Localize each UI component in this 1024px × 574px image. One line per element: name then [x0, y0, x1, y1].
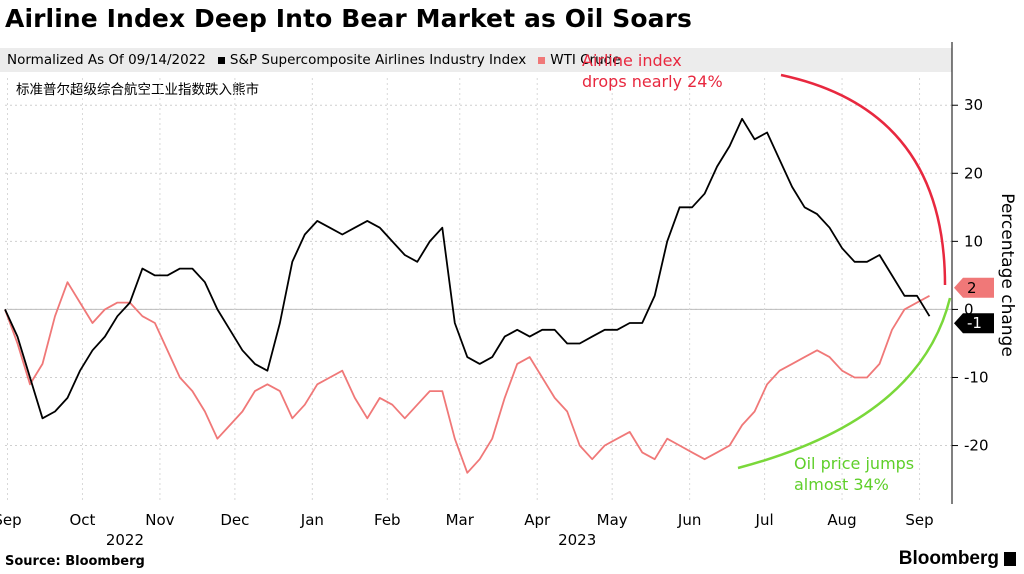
series-line-wti	[4, 281, 930, 474]
chart-title: Airline Index Deep Into Bear Market as O…	[5, 4, 692, 33]
x-tick-label: Aug	[827, 511, 856, 529]
annotation-airlines-text: drops nearly 24%	[582, 72, 723, 91]
y-tick-label: 0	[964, 300, 974, 318]
series-lines	[4, 117, 931, 474]
end-value-labels: 2 -1	[954, 277, 994, 334]
legend-normalization-note: Normalized As Of 09/14/2022	[7, 52, 206, 68]
x-tick-label: Dec	[220, 511, 249, 529]
y-tick-label: 20	[964, 164, 983, 182]
x-tick-label: Nov	[145, 511, 174, 529]
bloomberg-logo: Bloomberg	[899, 548, 1016, 570]
x-axis-ticks: Sep Oct Nov Dec Jan Feb Mar Apr May Jun Jul Aug Sep 2…	[0, 511, 934, 549]
legend-label-airlines: S&P Supercomposite Airlines Industry Ind…	[229, 52, 527, 68]
annotation-oil-text: Oil price jumps	[794, 454, 914, 473]
end-label-tag	[954, 313, 994, 334]
x-tick-label: Mar	[446, 511, 475, 529]
y-tick-label: -10	[964, 368, 989, 386]
x-tick-label: Feb	[374, 511, 401, 529]
x-year-label: 2023	[558, 531, 596, 549]
y-tick-label: 30	[964, 96, 983, 114]
legend-swatch-airlines	[217, 56, 225, 64]
y-tick-label: 10	[964, 232, 983, 250]
annotation-airlines-text: Airline index	[582, 51, 682, 70]
annotation-arc-oil	[737, 297, 952, 470]
end-label-value: -1	[967, 314, 982, 332]
annotation-arc-airlines	[780, 73, 947, 286]
x-tick-label: Apr	[524, 511, 551, 529]
legend-item-airlines: S&P Supercomposite Airlines Industry Ind…	[217, 52, 527, 68]
source-note: Source: Bloomberg	[5, 554, 145, 569]
gridlines	[5, 78, 952, 500]
x-tick-label: Jan	[300, 511, 324, 529]
chinese-subtitle: 标准普尔超级综合航空工业指数跌入熊市	[16, 82, 259, 98]
x-year-label: 2022	[106, 531, 144, 549]
end-label-value: 2	[967, 279, 977, 297]
legend-item-wti: WTI Crude	[538, 52, 621, 68]
x-tick-label: May	[597, 511, 628, 529]
x-tick-label: Oct	[69, 511, 95, 529]
brand-name: Bloomberg	[898, 548, 999, 569]
x-tick-label: Sep	[0, 511, 22, 529]
legend-swatch-wti	[538, 56, 546, 64]
annotation-oil-text: almost 34%	[794, 475, 889, 494]
end-label-tag	[954, 277, 994, 298]
y-axis-ticks: 30 20 10 0 -10 -20	[951, 42, 989, 504]
legend-label-wti: WTI Crude	[550, 52, 621, 68]
y-axis-label: Percentage change	[997, 193, 1017, 357]
x-tick-label: Jun	[677, 511, 701, 529]
x-tick-label: Sep	[905, 511, 933, 529]
series-line-airlines	[4, 117, 931, 420]
y-tick-label: -20	[964, 437, 989, 455]
brand-mark-icon	[1004, 552, 1016, 566]
legend-bar: Normalized As Of 09/14/2022 S&P Supercom…	[0, 48, 952, 72]
x-tick-label: Jul	[755, 511, 774, 529]
annotations: Airline index drops nearly 24% Oil price j…	[582, 51, 952, 494]
